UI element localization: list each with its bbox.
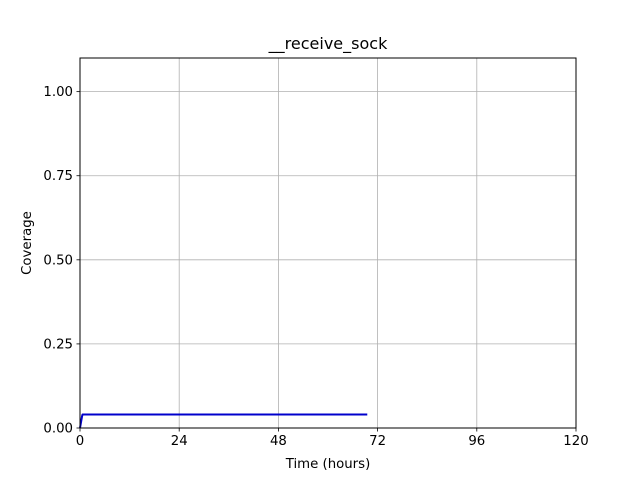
x-tick-label: 72 <box>369 434 386 449</box>
series-layer <box>79 413 368 429</box>
plot-frame <box>79 57 577 429</box>
coverage-line <box>79 413 368 429</box>
y-axis-label: Coverage <box>20 211 35 275</box>
x-tick-label: 120 <box>563 434 588 449</box>
y-tick-label: 0.75 <box>43 169 73 184</box>
x-tick-label: 48 <box>270 434 287 449</box>
ticks: 0 24 48 72 96 120 0.00 0.25 0.50 0.75 1.00 <box>43 85 588 449</box>
y-tick-label: 0.25 <box>43 337 73 352</box>
x-tick-label: 24 <box>171 434 188 449</box>
plot-area <box>80 58 576 428</box>
chart-title: __receive_sock <box>268 34 388 54</box>
y-tick-label: 1.00 <box>43 85 73 100</box>
y-tick-label: 0.50 <box>43 253 73 268</box>
x-axis-label: Time (hours) <box>285 457 371 472</box>
x-tick-label: 96 <box>468 434 485 449</box>
y-tick-label: 0.00 <box>43 422 73 437</box>
x-tick-label: 0 <box>76 434 84 449</box>
